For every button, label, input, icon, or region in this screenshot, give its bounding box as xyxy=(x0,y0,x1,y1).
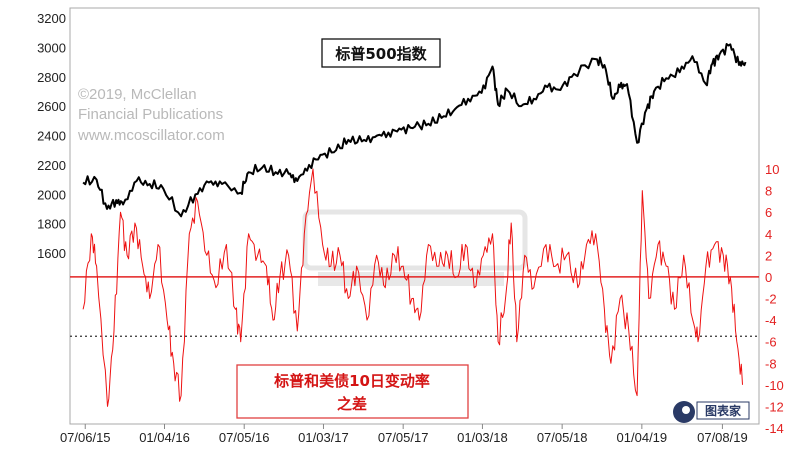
right-tick-label: 2 xyxy=(765,248,772,263)
left-tick-label: 3000 xyxy=(37,40,66,55)
diff-title-box xyxy=(236,364,469,419)
right-tick-label: 4 xyxy=(765,227,772,242)
right-tick-label: -8 xyxy=(765,356,777,371)
x-axis-ticks: 07/06/15 01/04/16 07/05/16 01/03/17 07/05/17… xyxy=(60,424,748,445)
x-tick-label: 01/04/16 xyxy=(139,430,190,445)
right-tick-label: 10 xyxy=(765,162,779,177)
diff-title-line-2: 之差 xyxy=(337,395,367,413)
x-tick-label: 07/08/19 xyxy=(697,430,748,445)
left-tick-label: 2000 xyxy=(37,187,66,202)
left-tick-label: 1600 xyxy=(37,246,66,261)
series-layer xyxy=(82,43,747,407)
left-tick-label: 1800 xyxy=(37,217,66,232)
left-axis-ticks: 1600 1800 2000 2200 2400 2600 2800 3000 3200 xyxy=(37,11,66,261)
x-tick-label: 01/04/19 xyxy=(617,430,668,445)
x-tick-label: 07/05/17 xyxy=(378,430,429,445)
copyright-line-3: www.mcoscillator.com xyxy=(77,127,225,144)
sp500-title-box xyxy=(321,38,441,68)
copyright-line-2: Financial Publications xyxy=(78,106,223,123)
x-tick-label: 01/03/17 xyxy=(298,430,349,445)
corner-logo-text: 图表家 xyxy=(705,403,742,418)
x-tick-label: 07/06/15 xyxy=(60,430,111,445)
sp500-title: 标普500指数 xyxy=(334,45,427,63)
right-tick-label: -10 xyxy=(765,378,784,393)
right-tick-label: -12 xyxy=(765,399,784,414)
corner-logo: 图表家 xyxy=(673,401,750,423)
left-tick-label: 2600 xyxy=(37,99,66,114)
watermark-logo xyxy=(302,209,528,286)
copyright-line-1: ©2019, McClellan xyxy=(78,86,197,103)
diff-series-line xyxy=(82,168,743,407)
right-tick-label: 6 xyxy=(765,205,772,220)
left-tick-label: 2800 xyxy=(37,70,66,85)
right-tick-label: 0 xyxy=(765,270,772,285)
x-tick-label: 01/03/18 xyxy=(457,430,508,445)
right-tick-label: -6 xyxy=(765,335,777,350)
right-tick-label: -2 xyxy=(765,292,777,307)
sp500-series-line xyxy=(82,43,747,218)
right-axis-ticks: 10 8 6 4 2 0 -2 -4 -6 -8 -10 -12 -14 xyxy=(765,162,784,436)
left-tick-label: 2200 xyxy=(37,158,66,173)
left-tick-label: 2400 xyxy=(37,129,66,144)
left-tick-label: 3200 xyxy=(37,11,66,26)
right-tick-label: -4 xyxy=(765,313,777,328)
diff-title-line-1: 标普和美债10日变动率 xyxy=(273,372,430,390)
right-tick-label: 8 xyxy=(765,184,772,199)
right-tick-label: -14 xyxy=(765,421,784,436)
x-tick-label: 07/05/16 xyxy=(219,430,270,445)
plot-frame xyxy=(69,7,760,425)
x-tick-label: 07/05/18 xyxy=(537,430,588,445)
